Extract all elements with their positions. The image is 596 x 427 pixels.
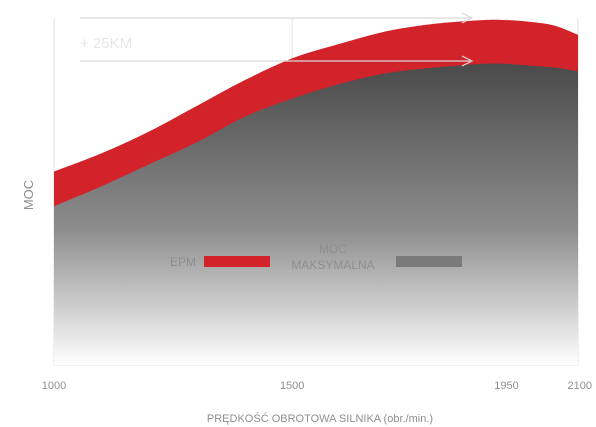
legend-label-line: MAKSYMALNA bbox=[291, 258, 374, 272]
max-power-area bbox=[54, 63, 578, 365]
legend-swatch-max-power bbox=[396, 256, 462, 267]
gain-arrow-top bbox=[80, 12, 474, 24]
legend-label-line: MOC bbox=[319, 242, 347, 256]
x-axis-label: PRĘDKOŚĆ OBROTOWA SILNIKA (obr./min.) bbox=[207, 412, 433, 425]
x-tick-label: 1000 bbox=[42, 380, 66, 392]
legend-label-epm: EPM bbox=[170, 255, 196, 269]
legend-swatch-epm bbox=[204, 256, 270, 267]
x-tick-label: 2100 bbox=[568, 380, 592, 392]
legend-label-max-power: MOC MAKSYMALNA bbox=[291, 242, 374, 272]
gain-arrow-bottom bbox=[80, 55, 474, 67]
x-axis-ticks: 1000 1500 1950 2100 bbox=[42, 380, 592, 392]
gain-arrows bbox=[80, 12, 474, 67]
y-axis-label: MOC bbox=[21, 180, 36, 210]
x-tick-label: 1500 bbox=[280, 380, 304, 392]
gain-annotation: + 25KM bbox=[80, 35, 132, 52]
legend: EPM MOC MAKSYMALNA bbox=[170, 242, 462, 272]
x-tick-label: 1950 bbox=[494, 380, 518, 392]
